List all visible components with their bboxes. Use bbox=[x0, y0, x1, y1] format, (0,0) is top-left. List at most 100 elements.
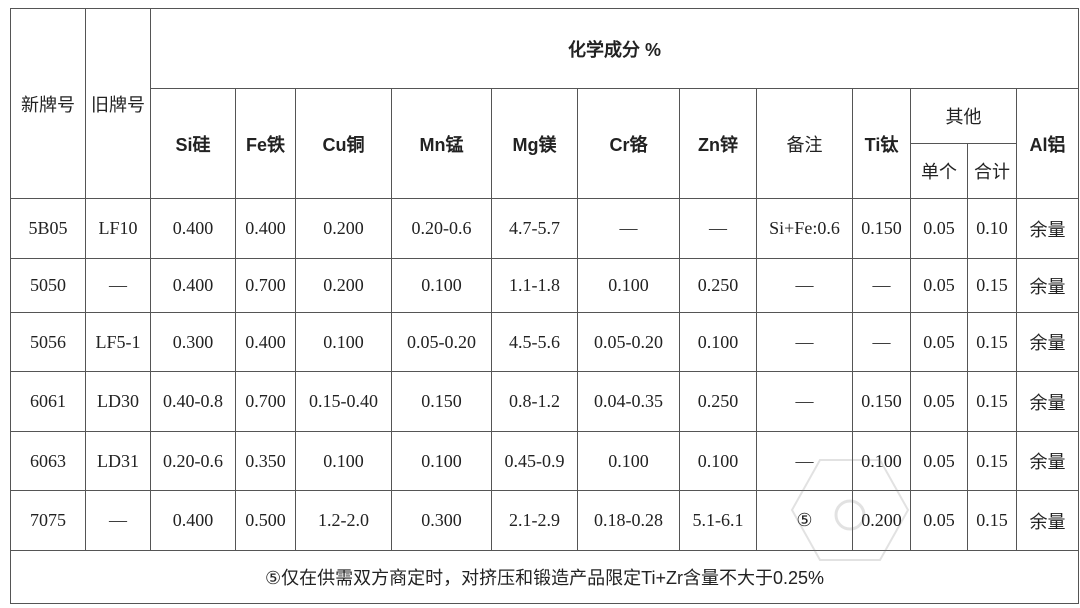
table-cell: 余量 bbox=[1015, 312, 1080, 372]
table-cell: — bbox=[85, 490, 151, 551]
table-cell: 0.400 bbox=[150, 198, 236, 259]
table-cell: — bbox=[756, 371, 853, 432]
table-cell: 0.100 bbox=[391, 258, 492, 313]
table-cell: 0.15 bbox=[967, 312, 1017, 372]
table-cell: 0.100 bbox=[679, 312, 757, 372]
table-row: 5B05 LF10 0.400 0.400 0.200 0.20-0.6 4.7-5.7— —… bbox=[10, 198, 1080, 259]
table-cell: 0.10 bbox=[967, 198, 1017, 259]
header-single: 单个 bbox=[910, 143, 968, 199]
table-cell: 0.05-0.20 bbox=[577, 312, 680, 372]
table-cell: 6061 bbox=[10, 371, 86, 432]
table-cell: 0.18-0.28 bbox=[577, 490, 680, 551]
footnote: ⑤仅在供需双方商定时，对挤压和锻造产品限定Ti+Zr含量不大于0.25% bbox=[9, 550, 1080, 604]
table-cell: 0.15 bbox=[967, 371, 1017, 432]
table-cell: — bbox=[852, 258, 911, 313]
table-cell: 0.05 bbox=[910, 371, 968, 432]
table-cell: 0.05-0.20 bbox=[391, 312, 492, 372]
table-cell: — bbox=[679, 198, 757, 259]
table-row: 6063 LD31 0.20-0.6 0.350 0.100 0.100 0.45-0.9 0… bbox=[10, 431, 1080, 491]
header-fe: Fe铁 bbox=[235, 88, 296, 199]
table-cell: 0.15 bbox=[967, 258, 1017, 313]
table-cell: 0.350 bbox=[235, 431, 296, 491]
table-cell: 0.700 bbox=[235, 258, 296, 313]
table-cell: 1.2-2.0 bbox=[295, 490, 392, 551]
table-cell: 0.400 bbox=[150, 258, 236, 313]
table-cell: 0.400 bbox=[150, 490, 236, 551]
table-cell: 0.500 bbox=[235, 490, 296, 551]
table-cell: 0.20-0.6 bbox=[150, 431, 236, 491]
table-cell: 0.05 bbox=[910, 431, 968, 491]
table-cell: 0.300 bbox=[150, 312, 236, 372]
table-cell: 0.400 bbox=[235, 312, 296, 372]
table-cell: 0.15-0.40 bbox=[295, 371, 392, 432]
table-cell: 5.1-6.1 bbox=[679, 490, 757, 551]
table-cell: 0.250 bbox=[679, 371, 757, 432]
table-cell: 0.700 bbox=[235, 371, 296, 432]
table-cell: 0.100 bbox=[577, 258, 680, 313]
table-cell: LD31 bbox=[85, 431, 151, 491]
table-cell: 0.100 bbox=[577, 431, 680, 491]
table-row: 7075—0.400 0.500 1.2-2.0 0.300 2.1-2.9 0.18-0… bbox=[10, 490, 1080, 551]
table-cell: 5B05 bbox=[10, 198, 86, 259]
table-cell: Si+Fe:0.6 bbox=[756, 198, 853, 259]
table-cell: 0.40-0.8 bbox=[150, 371, 236, 432]
table-cell: 0.300 bbox=[391, 490, 492, 551]
table-cell: — bbox=[852, 312, 911, 372]
table-cell: 余量 bbox=[1015, 198, 1080, 259]
table-cell: 0.250 bbox=[679, 258, 757, 313]
table-cell: 0.100 bbox=[295, 431, 392, 491]
table-cell: 0.150 bbox=[852, 371, 911, 432]
table-cell: 余量 bbox=[1015, 431, 1080, 491]
table-cell: 0.200 bbox=[852, 490, 911, 551]
header-new-grade: 新牌号 bbox=[10, 8, 86, 199]
header-remark: 备注 bbox=[756, 88, 853, 199]
table-cell: 余量 bbox=[1015, 258, 1080, 313]
table-cell: 0.15 bbox=[967, 490, 1017, 551]
header-old-grade: 旧牌号 bbox=[85, 8, 151, 199]
table-row: 6061 LD30 0.40-0.8 0.700 0.15-0.40 0.150 0.8-1… bbox=[10, 371, 1080, 432]
table-cell: 2.1-2.9 bbox=[491, 490, 578, 551]
table-cell: 0.150 bbox=[852, 198, 911, 259]
table-cell: 0.100 bbox=[852, 431, 911, 491]
table-cell: 余量 bbox=[1015, 490, 1080, 551]
table-cell: 5056 bbox=[10, 312, 86, 372]
table-cell: 4.5-5.6 bbox=[491, 312, 578, 372]
table-cell: 6063 bbox=[10, 431, 86, 491]
table-cell: 4.7-5.7 bbox=[491, 198, 578, 259]
table-cell: 7075 bbox=[10, 490, 86, 551]
table-cell: — bbox=[85, 258, 151, 313]
header-composition: 化学成分 % bbox=[149, 8, 1080, 89]
header-mg: Mg镁 bbox=[491, 88, 578, 199]
header-si: Si硅 bbox=[150, 88, 236, 199]
table-cell: 0.200 bbox=[295, 258, 392, 313]
table-row: 5050—0.400 0.700 0.200 0.100 1.1-1.8 0.100 0.2… bbox=[10, 258, 1080, 313]
table-cell: — bbox=[756, 431, 853, 491]
header-cu: Cu铜 bbox=[295, 88, 392, 199]
table-cell: — bbox=[756, 258, 853, 313]
table-cell: 0.200 bbox=[295, 198, 392, 259]
header-cr: Cr铬 bbox=[577, 88, 680, 199]
table-cell: 0.150 bbox=[391, 371, 492, 432]
table-cell: 余量 bbox=[1015, 371, 1080, 432]
table-cell: 0.400 bbox=[235, 198, 296, 259]
table-cell: 0.8-1.2 bbox=[491, 371, 578, 432]
table-cell: ⑤ bbox=[756, 490, 853, 551]
table-cell: 0.20-0.6 bbox=[391, 198, 492, 259]
table-cell: 0.45-0.9 bbox=[491, 431, 578, 491]
table-row: 5056 LF5-1 0.300 0.400 0.100 0.05-0.20 4.5-5.6… bbox=[10, 312, 1080, 372]
header-al: Al铝 bbox=[1015, 88, 1080, 199]
header-total: 合计 bbox=[967, 143, 1017, 199]
header-other: 其他 bbox=[910, 88, 1017, 144]
header-zn: Zn锌 bbox=[679, 88, 757, 199]
table-cell: 5050 bbox=[10, 258, 86, 313]
table-cell: 0.04-0.35 bbox=[577, 371, 680, 432]
table-cell: 0.05 bbox=[910, 312, 968, 372]
table-cell: 0.05 bbox=[910, 258, 968, 313]
table-cell: 1.1-1.8 bbox=[491, 258, 578, 313]
table-cell: LF5-1 bbox=[85, 312, 151, 372]
table-cell: 0.100 bbox=[679, 431, 757, 491]
table-cell: 0.100 bbox=[295, 312, 392, 372]
header-mn: Mn锰 bbox=[391, 88, 492, 199]
table-cell: 0.15 bbox=[967, 431, 1017, 491]
table-cell: 0.100 bbox=[391, 431, 492, 491]
